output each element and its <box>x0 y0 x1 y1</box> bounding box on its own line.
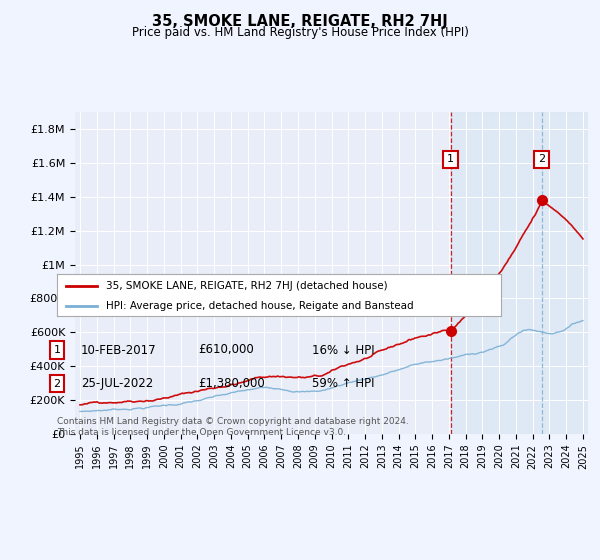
Text: 16% ↓ HPI: 16% ↓ HPI <box>312 343 374 357</box>
Text: HPI: Average price, detached house, Reigate and Banstead: HPI: Average price, detached house, Reig… <box>106 301 413 311</box>
Text: £1,380,000: £1,380,000 <box>198 377 265 390</box>
Text: This data is licensed under the Open Government Licence v3.0.: This data is licensed under the Open Gov… <box>57 428 346 437</box>
Bar <box>451 112 592 434</box>
Text: 2: 2 <box>538 155 545 165</box>
Text: 2: 2 <box>53 379 61 389</box>
Text: 35, SMOKE LANE, REIGATE, RH2 7HJ (detached house): 35, SMOKE LANE, REIGATE, RH2 7HJ (detach… <box>106 281 388 291</box>
Text: £610,000: £610,000 <box>198 343 254 357</box>
Text: 1: 1 <box>53 345 61 355</box>
Text: Price paid vs. HM Land Registry's House Price Index (HPI): Price paid vs. HM Land Registry's House … <box>131 26 469 39</box>
Text: 25-JUL-2022: 25-JUL-2022 <box>81 377 153 390</box>
Text: 1: 1 <box>447 155 454 165</box>
Text: 10-FEB-2017: 10-FEB-2017 <box>81 343 157 357</box>
Text: Contains HM Land Registry data © Crown copyright and database right 2024.: Contains HM Land Registry data © Crown c… <box>57 417 409 426</box>
Text: 59% ↑ HPI: 59% ↑ HPI <box>312 377 374 390</box>
Text: 35, SMOKE LANE, REIGATE, RH2 7HJ: 35, SMOKE LANE, REIGATE, RH2 7HJ <box>152 14 448 29</box>
